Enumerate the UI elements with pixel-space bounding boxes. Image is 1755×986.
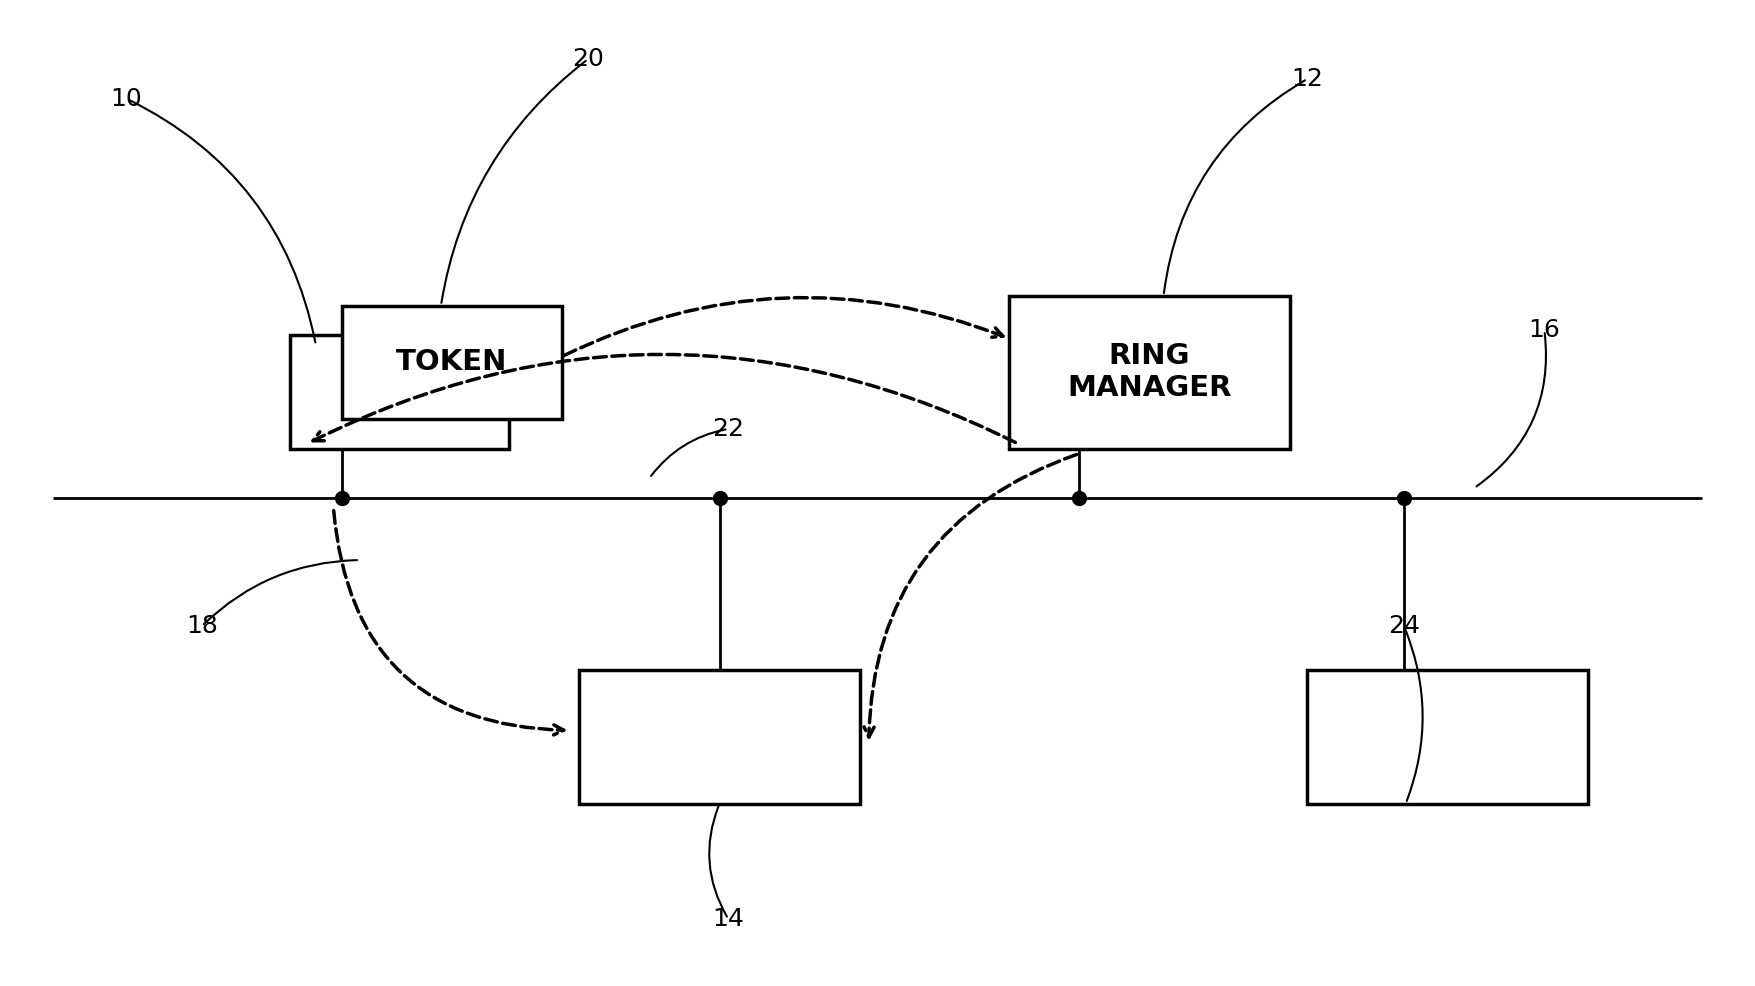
- Bar: [579, 670, 860, 804]
- Text: RING
MANAGER: RING MANAGER: [1067, 342, 1232, 402]
- FancyArrowPatch shape: [863, 455, 1078, 737]
- Text: 22: 22: [713, 417, 744, 441]
- Bar: [342, 306, 562, 419]
- Text: 20: 20: [572, 47, 604, 71]
- Text: 14: 14: [713, 907, 744, 931]
- Bar: [1307, 670, 1588, 804]
- Text: 16: 16: [1529, 318, 1560, 342]
- Bar: [290, 335, 509, 449]
- Text: 12: 12: [1292, 67, 1323, 91]
- Text: 10: 10: [111, 87, 142, 110]
- FancyArrowPatch shape: [563, 298, 1002, 356]
- Text: 18: 18: [186, 614, 218, 638]
- FancyArrowPatch shape: [312, 354, 1016, 443]
- Text: 24: 24: [1388, 614, 1420, 638]
- FancyArrowPatch shape: [333, 511, 563, 735]
- Text: TOKEN: TOKEN: [397, 348, 507, 377]
- Bar: [1009, 296, 1290, 449]
